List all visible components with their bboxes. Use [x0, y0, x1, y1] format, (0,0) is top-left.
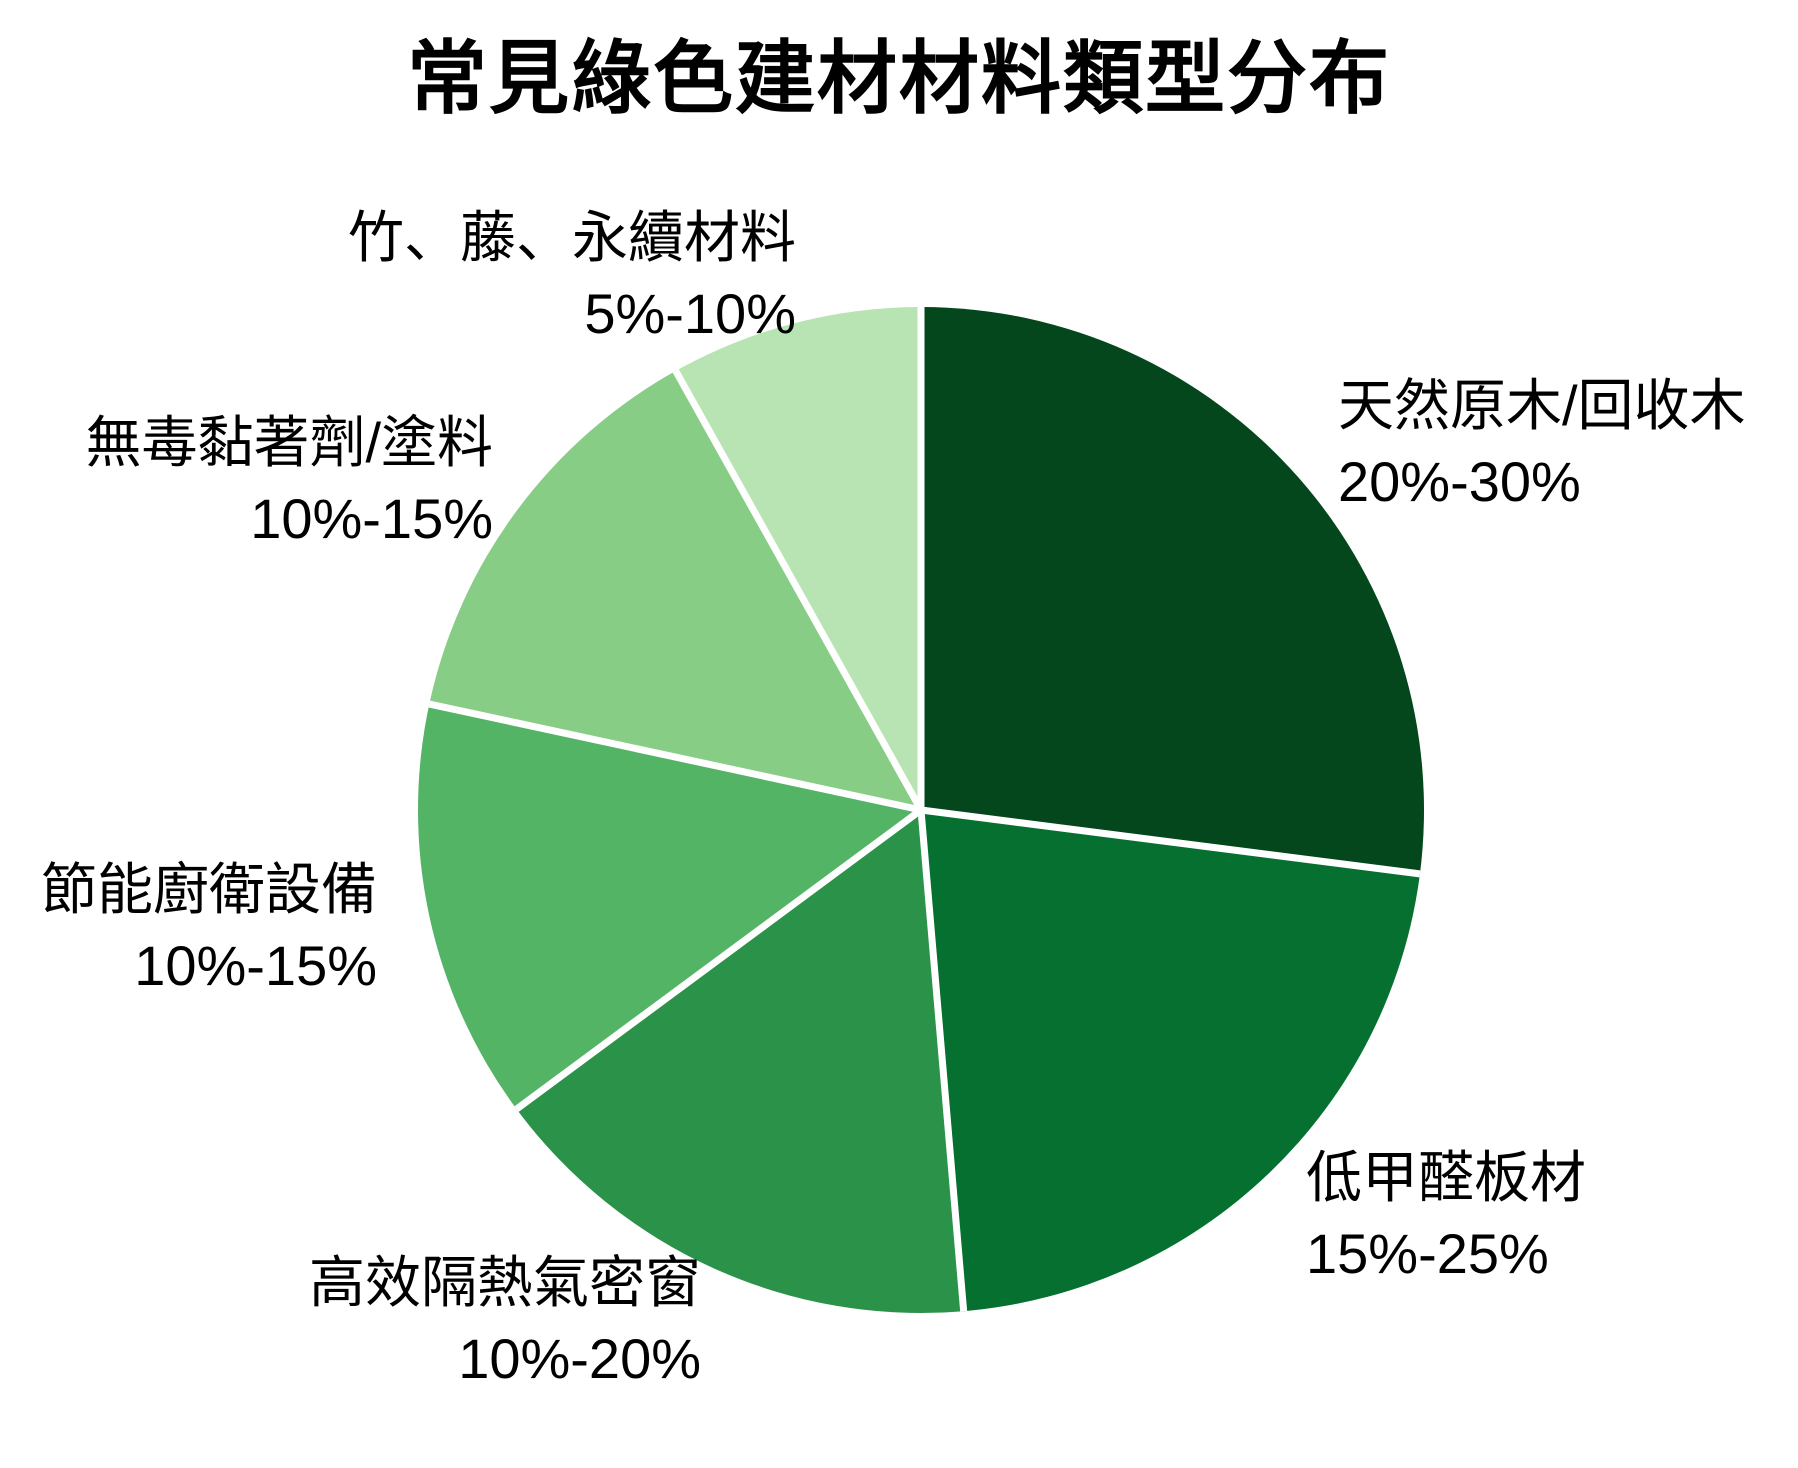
pie-slice-2 [516, 810, 964, 1314]
slice-label-text: 低甲醛板材 [1306, 1146, 1586, 1209]
slice-label-text: 天然原木/回收木 [1338, 374, 1746, 437]
slice-divider [917, 809, 968, 1312]
slice-value-text: 10%-15% [250, 487, 493, 550]
slice-value-text: 5%-10% [584, 282, 796, 345]
chart-title: 常見綠色建材材料類型分布 [407, 34, 1391, 123]
slice-value-text: 15%-25% [1306, 1222, 1549, 1285]
slice-value-text: 20%-30% [1338, 450, 1581, 513]
slice-label-bamboo-rattan-sustainable: 竹、藤、永續材料 5%-10% [348, 200, 796, 352]
slice-value-text: 10%-20% [458, 1327, 701, 1390]
slice-label-low-formaldehyde-board: 低甲醛板材 15%-25% [1306, 1140, 1586, 1292]
pie-slice-0 [921, 307, 1425, 874]
slice-divider [672, 369, 925, 812]
slice-label-text: 無毒黏著劑/塗料 [85, 411, 493, 474]
slice-label-energy-saving-fixtures: 節能廚衛設備 10%-15% [41, 852, 377, 1004]
slice-label-text: 節能廚衛設備 [41, 858, 377, 921]
pie-slice-3 [418, 704, 921, 1110]
slice-label-insulated-windows: 高效隔熱氣密窗 10%-20% [309, 1245, 701, 1397]
pie-slice-5 [675, 307, 921, 810]
slice-divider [514, 807, 924, 1112]
slice-divider [920, 806, 1421, 878]
slice-value-text: 10%-15% [134, 934, 377, 997]
pie-slice-4 [429, 370, 921, 810]
slice-label-text: 竹、藤、永續材料 [348, 206, 796, 269]
slice-label-natural-wood: 天然原木/回收木 20%-30% [1338, 368, 1746, 520]
slice-label-text: 高效隔熱氣密窗 [309, 1251, 701, 1314]
slice-label-nontoxic-adhesives-paint: 無毒黏著劑/塗料 10%-15% [85, 405, 493, 557]
slice-divider [428, 700, 922, 814]
pie-slice-1 [921, 810, 1420, 1312]
